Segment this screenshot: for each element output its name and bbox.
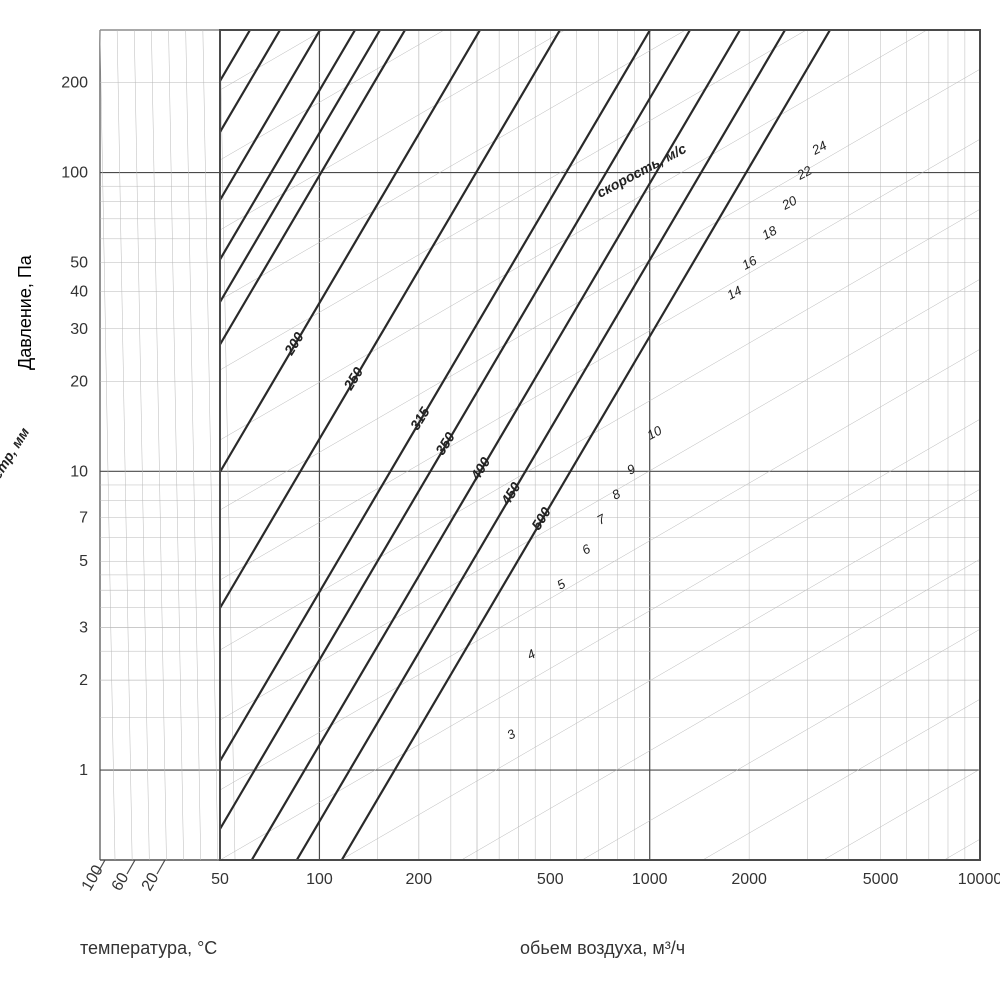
diameter-line	[0, 30, 250, 860]
chart-svg: 2060100200250315350400450500диаметр, мм3…	[0, 0, 1000, 993]
x-tick: 200	[406, 871, 433, 888]
diameter-line	[297, 30, 785, 860]
diameter-line	[72, 30, 560, 860]
plot-border	[220, 30, 980, 860]
speed-label: 20	[778, 192, 799, 213]
diameter-line	[0, 30, 355, 860]
speed-label: 9	[624, 461, 637, 478]
y-tick: 40	[70, 283, 88, 300]
x-tick: 50	[211, 871, 229, 888]
nomogram-chart: 2060100200250315350400450500диаметр, мм3…	[0, 0, 1000, 993]
diameter-line	[342, 30, 830, 860]
y-tick: 1	[79, 762, 88, 779]
diameter-line	[0, 30, 320, 860]
x-tick: 10000	[958, 871, 1000, 888]
diameter-label: 315	[407, 404, 433, 432]
diameter-line	[0, 30, 405, 860]
speed-label: 3	[504, 726, 518, 743]
speed-label: 18	[759, 222, 779, 242]
x-tick: 1000	[632, 871, 668, 888]
y-tick: 3	[79, 620, 88, 637]
diameter-line	[0, 30, 280, 860]
y-tick: 10	[70, 463, 88, 480]
diameter-label: 450	[497, 479, 524, 508]
speed-label: 22	[793, 162, 814, 183]
y-tick: 7	[79, 510, 88, 527]
y-tick: 200	[61, 75, 88, 92]
temp-tick: 100	[79, 862, 107, 894]
y-tick: 100	[61, 165, 88, 182]
diameter-line	[0, 30, 180, 860]
diameter-label: 350	[432, 429, 458, 457]
speed-label: 10	[644, 422, 664, 442]
temp-tick: 60	[109, 870, 133, 894]
diameter-label: 400	[467, 454, 494, 483]
diameter-line	[0, 30, 480, 860]
diameter-series-title: диаметр, мм	[0, 424, 33, 512]
speed-label: 7	[594, 511, 608, 528]
speed-label: 6	[579, 541, 593, 558]
speed-label: 4	[524, 646, 537, 663]
x-tick: 500	[537, 871, 564, 888]
y-tick: 50	[70, 254, 88, 271]
y-tick: 2	[79, 672, 88, 689]
x-tick: 2000	[731, 871, 767, 888]
x-tick: 5000	[863, 871, 899, 888]
diameter-line	[0, 30, 380, 860]
temp-tick: 20	[139, 870, 163, 894]
x-tick: 100	[306, 871, 333, 888]
y-tick: 20	[70, 373, 88, 390]
diameter-label: 200	[280, 329, 307, 358]
y-tick: 5	[79, 553, 88, 570]
speed-label: 24	[808, 138, 829, 159]
speed-label: 16	[739, 252, 759, 272]
y-tick: 30	[70, 321, 88, 338]
